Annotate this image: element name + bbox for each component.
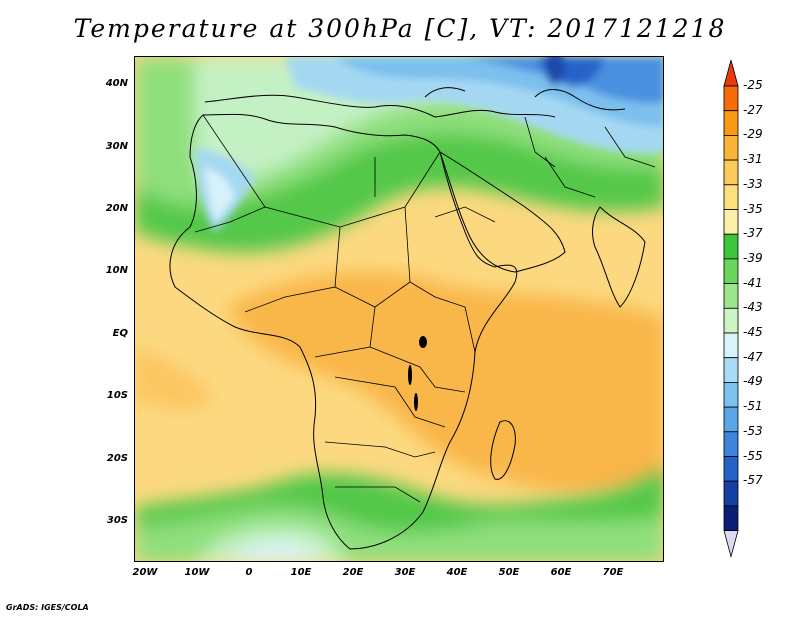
colorbar-tick-label: -45 <box>743 325 763 339</box>
lat-tick-label: 20S <box>88 453 128 464</box>
colorbar-bottom-arrow <box>724 531 738 557</box>
colorbar-tick-label: -49 <box>743 374 763 388</box>
colorbar-swatch <box>724 111 738 136</box>
colorbar-tick-label: -25 <box>743 78 763 92</box>
lon-tick-label: 50E <box>489 567 529 578</box>
colorbar-tick-label: -43 <box>743 300 763 314</box>
colorbar-tick-label: -47 <box>743 350 763 364</box>
footer-credit: GrADS: IGES/COLA <box>6 603 89 612</box>
colorbar-tick-label: -39 <box>743 251 763 265</box>
colorbar-swatch <box>724 358 738 383</box>
lon-tick-label: 40E <box>437 567 477 578</box>
colorbar-swatch <box>724 432 738 457</box>
colorbar-tick-label: -41 <box>743 276 763 290</box>
chart-title: Temperature at 300hPa [C], VT: 201712121… <box>0 14 800 43</box>
colorbar <box>720 60 742 560</box>
colorbar-swatch <box>724 185 738 210</box>
temperature-map <box>134 56 664 562</box>
lat-tick-label: EQ <box>88 328 128 339</box>
lon-tick-label: 20E <box>333 567 373 578</box>
lon-tick-label: 30E <box>385 567 425 578</box>
colorbar-swatch <box>724 481 738 506</box>
colorbar-tick-label: -35 <box>743 202 763 216</box>
colorbar-swatch <box>724 135 738 160</box>
lon-tick-label: 60E <box>541 567 581 578</box>
colorbar-swatch <box>724 506 738 531</box>
colorbar-top-arrow <box>724 60 738 86</box>
colorbar-tick-label: -51 <box>743 399 763 413</box>
colorbar-swatch <box>724 407 738 432</box>
colorbar-tick-label: -57 <box>743 473 763 487</box>
colorbar-swatch <box>724 259 738 284</box>
colorbar-swatch <box>724 382 738 407</box>
colorbar-swatch <box>724 308 738 333</box>
lat-tick-label: 30S <box>88 515 128 526</box>
colorbar-swatch <box>724 210 738 235</box>
lon-tick-label: 0 <box>229 567 269 578</box>
colorbar-tick-label: -37 <box>743 226 763 240</box>
colorbar-swatch <box>724 160 738 185</box>
lon-tick-label: 70E <box>593 567 633 578</box>
colorbar-tick-label: -55 <box>743 449 763 463</box>
colorbar-tick-label: -33 <box>743 177 763 191</box>
colorbar-swatch <box>724 284 738 309</box>
colorbar-swatch <box>724 86 738 111</box>
lat-tick-label: 40N <box>88 78 128 89</box>
lon-tick-label: 10W <box>177 567 217 578</box>
colorbar-tick-label: -27 <box>743 103 763 117</box>
lat-tick-label: 10N <box>88 265 128 276</box>
lon-tick-label: 20W <box>125 567 165 578</box>
colorbar-tick-label: -29 <box>743 127 763 141</box>
colorbar-swatch <box>724 333 738 358</box>
colorbar-swatch <box>724 234 738 259</box>
map-canvas <box>135 57 664 562</box>
lon-tick-label: 10E <box>281 567 321 578</box>
colorbar-swatch <box>724 457 738 482</box>
colorbar-tick-label: -31 <box>743 152 763 166</box>
lat-tick-label: 20N <box>88 203 128 214</box>
lat-tick-label: 30N <box>88 141 128 152</box>
lat-tick-label: 10S <box>88 390 128 401</box>
colorbar-tick-label: -53 <box>743 424 763 438</box>
